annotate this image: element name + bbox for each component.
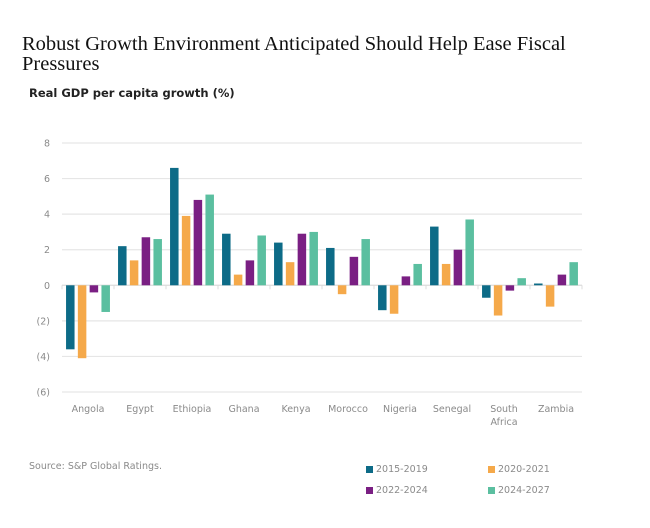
y-axis-labels: 8 6 4 2 0 (2) (4) (6) <box>37 139 50 399</box>
legend-label: 2022-2024 <box>376 485 428 496</box>
bar-zambia-2020-2021 <box>545 285 555 307</box>
bar-kenya-2024-2027 <box>309 231 318 286</box>
bar-nigeria-2022-2024 <box>401 276 411 286</box>
bar-south-africa-2022-2024 <box>505 285 515 291</box>
x-tick-label: Morocco <box>328 404 368 415</box>
bar-ethiopia-2024-2027 <box>205 194 214 286</box>
bar-ghana-2015-2019 <box>222 233 231 286</box>
bar-kenya-2020-2021 <box>285 262 295 286</box>
y-tick-label: (6) <box>37 388 50 399</box>
bar-angola-2020-2021 <box>77 285 87 359</box>
bar-south-africa-2015-2019 <box>482 285 491 298</box>
x-axis-labels: Angola Egypt Ethiopia Ghana Kenya Morocco Nige… <box>72 404 574 428</box>
bar-zambia-2024-2027 <box>569 262 578 286</box>
legend-item: 2022-2024 <box>366 485 428 496</box>
x-tick-label: Egypt <box>126 404 154 415</box>
bar-angola-2022-2024 <box>89 285 99 293</box>
chart-title: Robust Growth Environment Anticipated Sh… <box>22 33 566 75</box>
y-tick-label: 4 <box>44 210 50 221</box>
bar-morocco-2024-2027 <box>361 239 370 286</box>
bar-south-africa-2020-2021 <box>493 285 503 316</box>
x-tick-label: Nigeria <box>383 404 417 415</box>
legend-item: 2024-2027 <box>488 485 550 496</box>
bar-kenya-2022-2024 <box>297 233 307 286</box>
bar-ethiopia-2022-2024 <box>193 199 203 286</box>
legend-swatch <box>488 487 495 494</box>
gridlines <box>61 142 583 393</box>
x-tick-label: Kenya <box>281 404 310 415</box>
bar-zambia-2015-2019 <box>534 283 543 286</box>
bar-morocco-2022-2024 <box>349 256 359 286</box>
legend-label: 2020-2021 <box>498 464 550 475</box>
y-tick-label: (4) <box>37 352 50 363</box>
y-tick-label: 8 <box>44 139 50 150</box>
y-tick-label: 2 <box>44 245 50 256</box>
y-tick-label: 6 <box>44 174 50 185</box>
bar-egypt-2015-2019 <box>118 246 127 286</box>
legend-swatch <box>488 466 495 473</box>
x-tick-label: Ethiopia <box>173 404 212 415</box>
x-tick-label: Angola <box>72 404 105 415</box>
legend-item: 2015-2019 <box>366 464 428 475</box>
bar-egypt-2024-2027 <box>153 239 162 286</box>
bar-senegal-2015-2019 <box>430 226 439 286</box>
bar-morocco-2020-2021 <box>337 285 347 295</box>
legend-item: 2020-2021 <box>488 464 550 475</box>
bar-zambia-2022-2024 <box>557 274 567 286</box>
bar-morocco-2015-2019 <box>326 247 335 286</box>
legend-swatch <box>366 487 373 494</box>
legend-label: 2015-2019 <box>376 464 428 475</box>
bar-nigeria-2020-2021 <box>389 285 399 314</box>
bar-ghana-2024-2027 <box>257 235 266 286</box>
source-note: Source: S&P Global Ratings. <box>29 461 162 472</box>
x-tick-label: Ghana <box>228 404 259 415</box>
bar-angola-2024-2027 <box>101 285 110 312</box>
bar-egypt-2020-2021 <box>129 260 139 286</box>
bar-ethiopia-2015-2019 <box>170 167 179 286</box>
x-tick-label: South Africa <box>490 404 518 428</box>
legend-label: 2024-2027 <box>498 485 550 496</box>
bar-kenya-2015-2019 <box>274 242 283 286</box>
bar-nigeria-2024-2027 <box>413 263 422 286</box>
bar-ghana-2020-2021 <box>233 274 243 286</box>
bar-senegal-2024-2027 <box>465 219 474 286</box>
y-tick-label: 0 <box>44 281 50 292</box>
bar-south-africa-2024-2027 <box>517 278 526 286</box>
legend-swatch <box>366 466 373 473</box>
x-tick-label: Zambia <box>538 404 574 415</box>
bar-ghana-2022-2024 <box>245 260 255 286</box>
y-tick-label: (2) <box>37 316 50 327</box>
x-tick-label: Senegal <box>433 404 471 415</box>
bar-angola-2015-2019 <box>66 285 75 350</box>
bar-egypt-2022-2024 <box>141 237 151 286</box>
bar-senegal-2020-2021 <box>441 263 451 286</box>
bars <box>66 167 578 359</box>
bar-senegal-2022-2024 <box>453 249 463 286</box>
bar-nigeria-2015-2019 <box>378 285 387 311</box>
bar-ethiopia-2020-2021 <box>181 215 191 286</box>
chart-subtitle: Real GDP per capita growth (%) <box>29 86 235 100</box>
